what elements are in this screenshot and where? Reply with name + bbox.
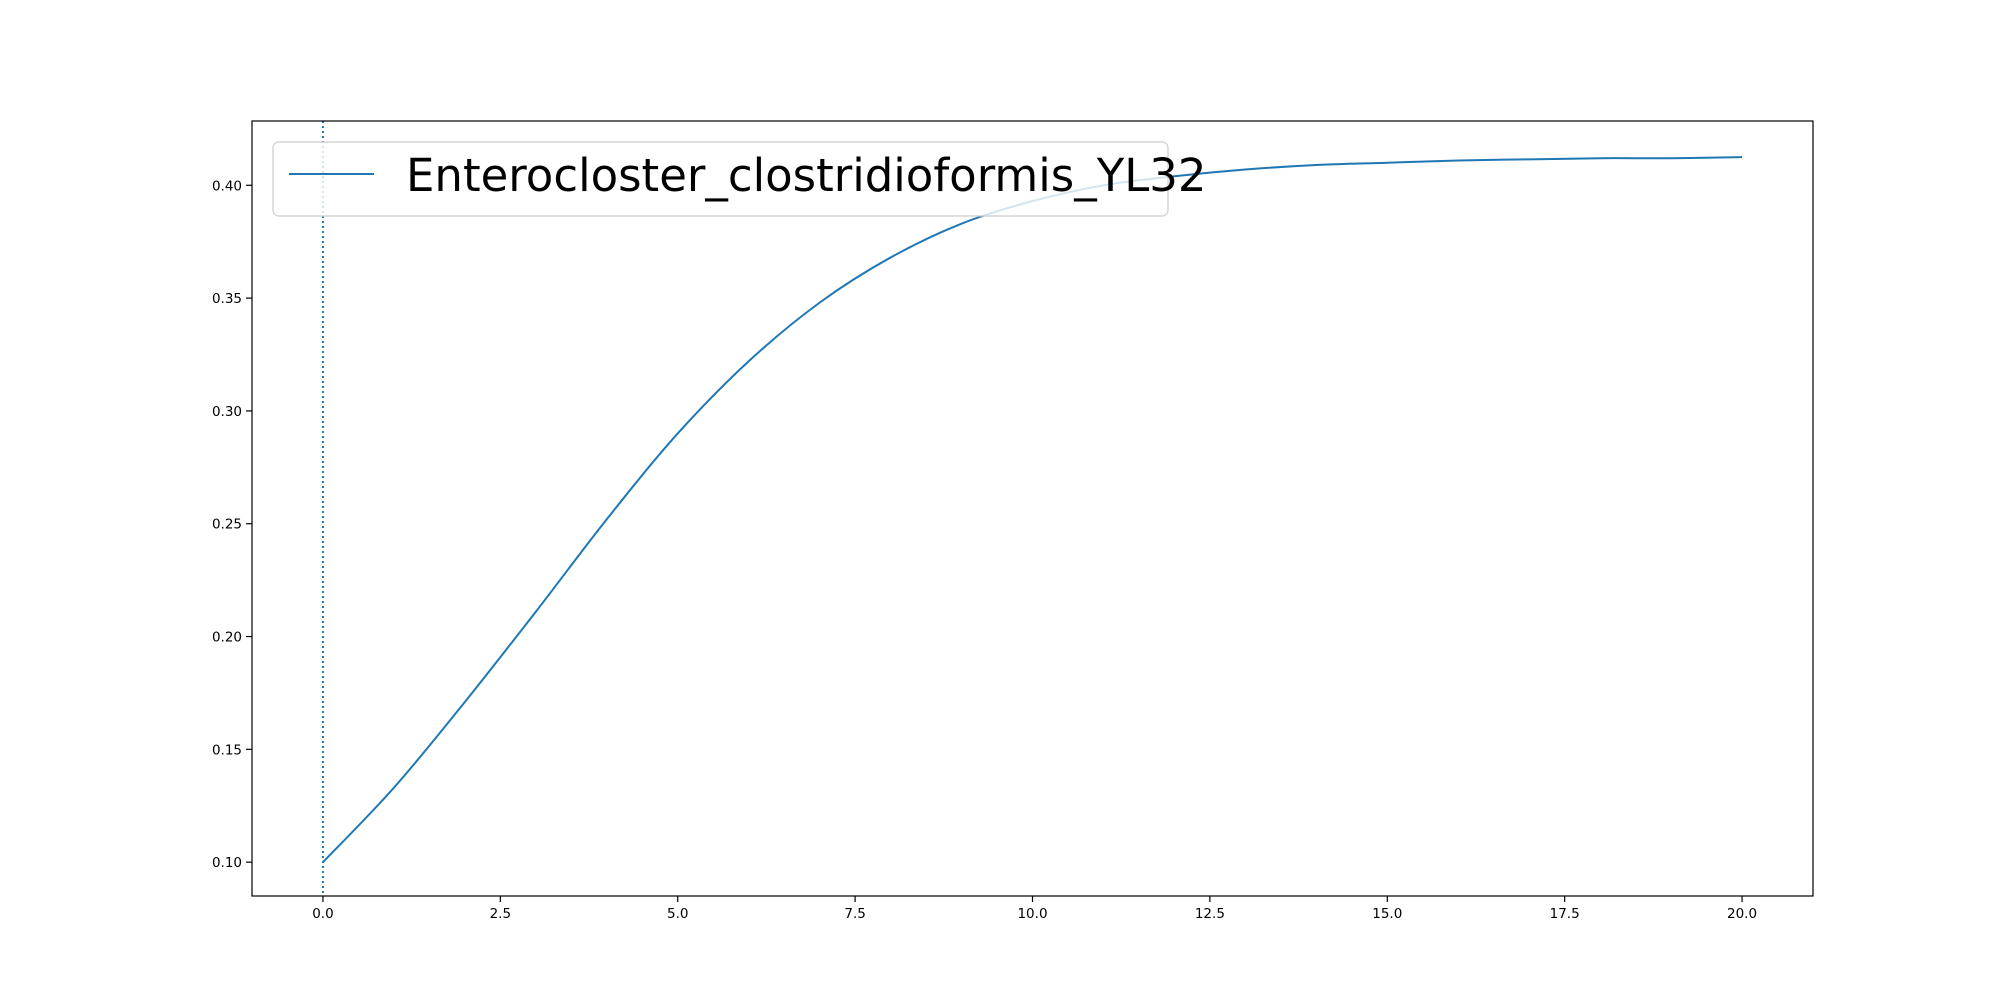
series-line <box>322 156 1743 863</box>
x-axis-ticks: 0.0 2.5 5.0 7.5 10.0 12.5 15.0 17.5 20.0 <box>312 896 1757 922</box>
y-tick-label: 0.20 <box>212 630 242 646</box>
x-tick-label: 7.5 <box>844 906 865 922</box>
x-tick-label: 17.5 <box>1550 906 1580 922</box>
y-tick-label: 0.15 <box>212 742 242 758</box>
y-tick-label: 0.10 <box>212 855 242 871</box>
y-tick-label: 0.35 <box>212 291 242 307</box>
x-tick-label: 20.0 <box>1727 906 1757 922</box>
x-tick-label: 5.0 <box>667 906 688 922</box>
x-tick-label: 0.0 <box>312 906 333 922</box>
plot-frame <box>251 120 1814 897</box>
y-tick-label: 0.30 <box>212 404 242 420</box>
x-tick-label: 2.5 <box>490 906 511 922</box>
legend-box <box>272 141 1169 217</box>
x-tick-label: 10.0 <box>1017 906 1047 922</box>
legend: Enterocloster_clostridioformis_YL32 <box>272 141 1207 217</box>
x-tick-label: 15.0 <box>1372 906 1402 922</box>
legend-label: Enterocloster_clostridioformis_YL32 <box>406 149 1207 202</box>
y-tick-label: 0.40 <box>212 178 242 194</box>
y-tick-label: 0.25 <box>212 517 242 533</box>
y-axis-ticks: 0.10 0.15 0.20 0.25 0.30 0.35 0.40 <box>212 178 252 871</box>
x-tick-label: 12.5 <box>1195 906 1225 922</box>
